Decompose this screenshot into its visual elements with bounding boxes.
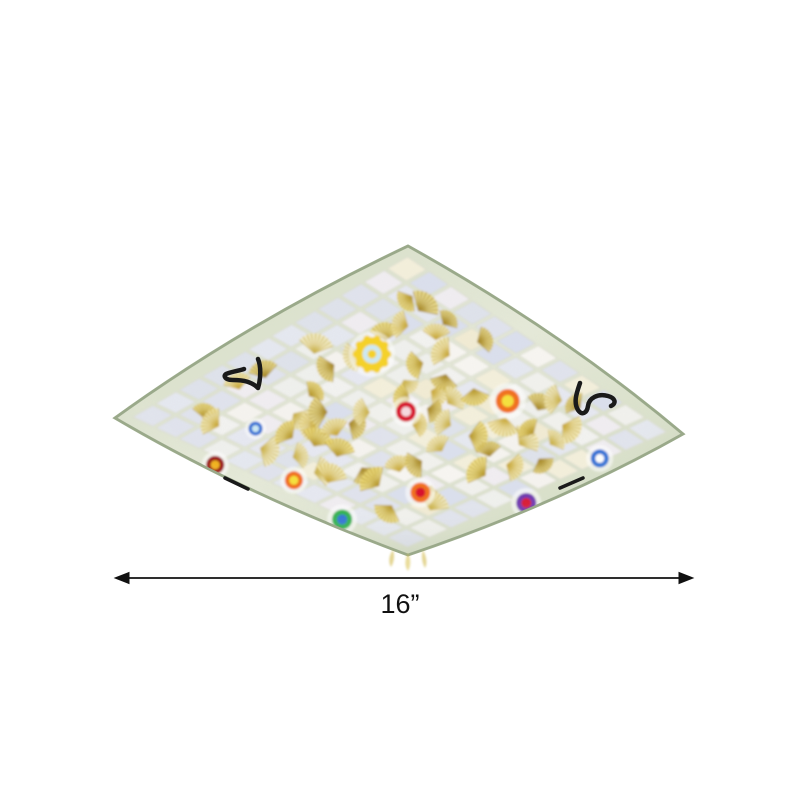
svg-text:16”: 16” — [380, 589, 419, 619]
